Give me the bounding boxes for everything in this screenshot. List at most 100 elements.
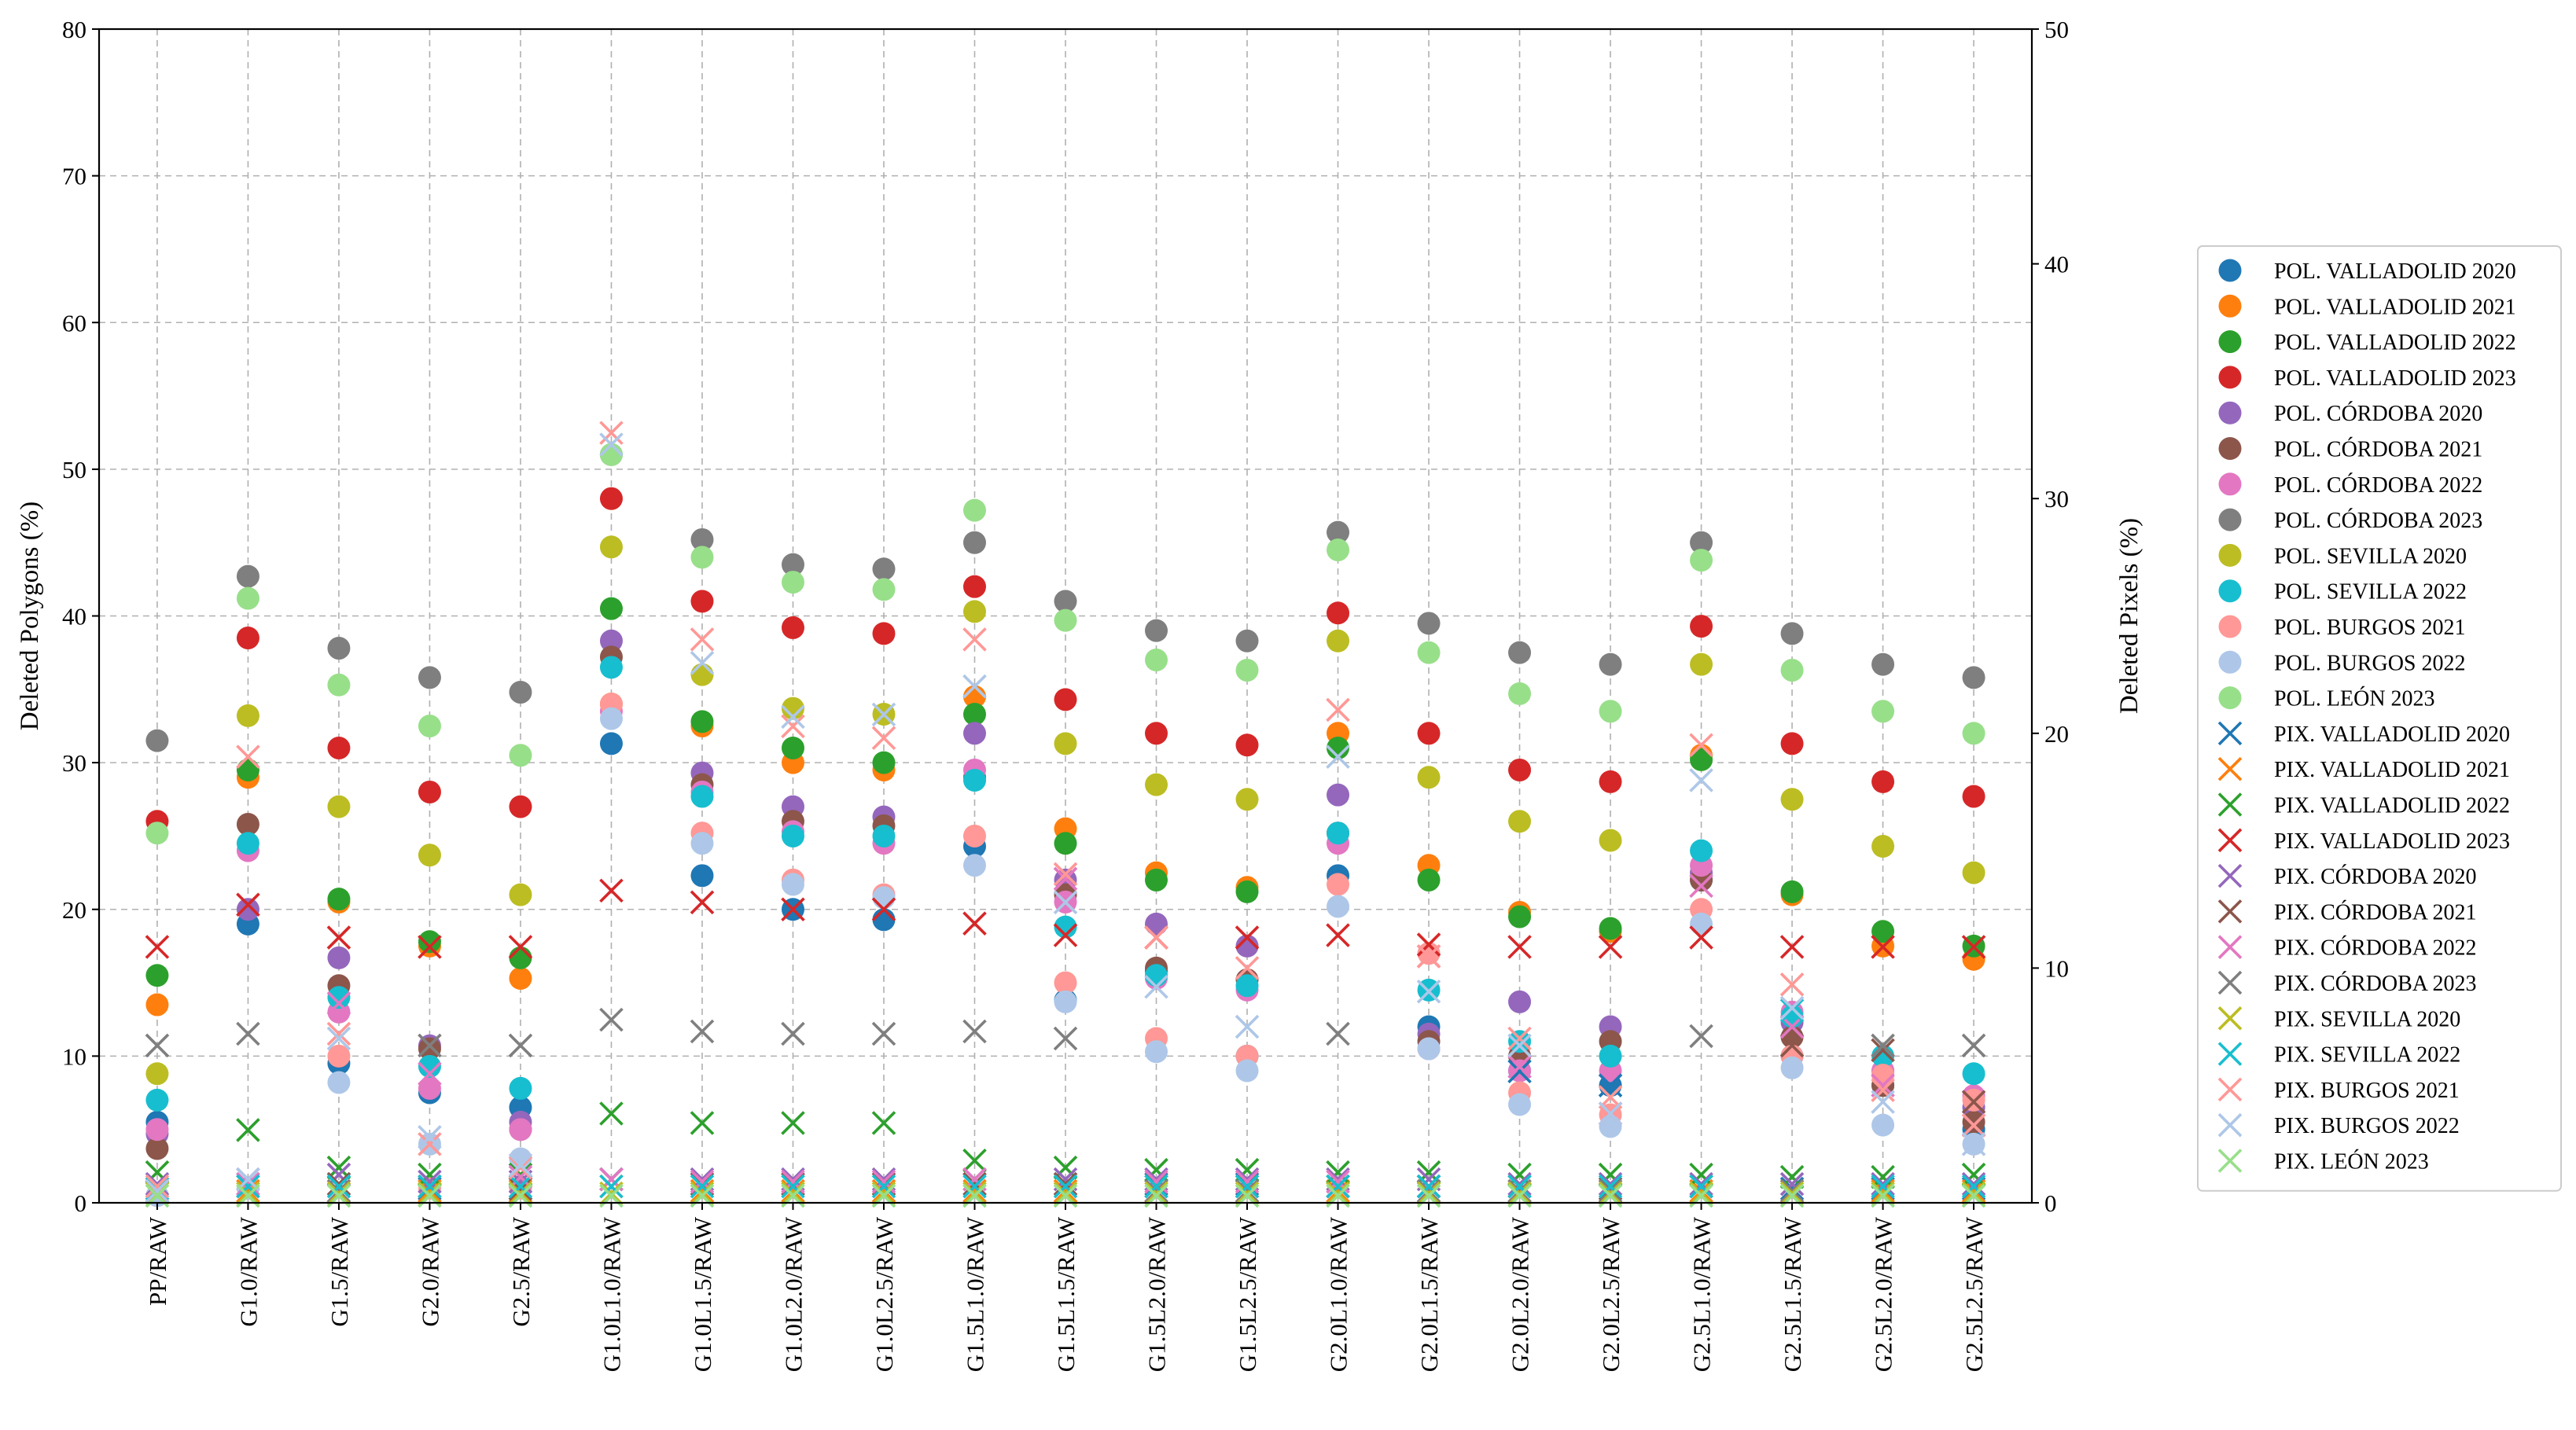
legend-item: POL. CÓRDOBA 2020 <box>2218 401 2482 426</box>
data-point <box>781 616 804 639</box>
data-point <box>781 571 804 594</box>
data-point <box>962 498 986 522</box>
data-point <box>1961 1113 1986 1138</box>
data-point <box>327 946 351 969</box>
legend-label: POL. LEÓN 2023 <box>2274 687 2435 711</box>
legend-marker <box>2218 294 2242 318</box>
data-point <box>1054 832 1077 855</box>
legend-item: PIX. VALLADOLID 2023 <box>2217 828 2510 854</box>
data-point <box>418 1132 442 1156</box>
data-point <box>326 1171 351 1197</box>
data-point <box>1416 944 1441 969</box>
x-tick-label: G2.0L1.0/RAW <box>1325 1216 1352 1372</box>
x-tick-label: G2.0L2.0/RAW <box>1507 1216 1534 1372</box>
legend-label: PIX. SEVILLA 2022 <box>2274 1043 2460 1068</box>
x-tick-label: G2.0L1.5/RAW <box>1415 1216 1443 1372</box>
y-tick-left-label: 80 <box>62 16 86 43</box>
data-point <box>1961 1033 1986 1058</box>
legend-label: PIX. BURGOS 2021 <box>2274 1079 2460 1103</box>
data-point <box>1779 998 1805 1023</box>
data-point <box>690 785 714 808</box>
data-point <box>962 769 986 792</box>
grid-lines <box>99 29 2032 1203</box>
data-point <box>1144 1178 1168 1204</box>
data-point <box>1235 629 1259 653</box>
x-tick-label: G1.5L2.0/RAW <box>1143 1216 1171 1372</box>
data-point <box>1689 1024 1713 1049</box>
y-axis-label-left: Deleted Polygons (%) <box>16 502 44 730</box>
data-point <box>1508 810 1532 833</box>
data-point <box>509 883 532 906</box>
data-point <box>1599 917 1622 940</box>
data-point <box>1507 1178 1532 1204</box>
data-point <box>509 1118 532 1141</box>
series-pol-sevilla-2022 <box>145 656 1985 1112</box>
data-point <box>1689 925 1713 950</box>
data-point <box>872 908 896 932</box>
data-point <box>509 795 532 818</box>
data-point <box>418 780 441 803</box>
data-point <box>145 729 169 752</box>
data-point <box>1235 1181 1260 1206</box>
legend-label: PIX. LEÓN 2023 <box>2274 1150 2429 1175</box>
data-point <box>962 627 987 652</box>
data-point <box>599 629 623 653</box>
legend-marker <box>2217 828 2243 853</box>
legend-marker <box>2217 899 2243 924</box>
data-point <box>690 710 714 733</box>
data-point <box>1690 912 1713 936</box>
data-point <box>418 1174 442 1199</box>
data-point <box>599 487 623 510</box>
data-point <box>1689 768 1713 792</box>
data-point <box>1871 1113 1895 1137</box>
data-point <box>1690 531 1713 554</box>
data-point <box>781 897 805 922</box>
data-point <box>690 590 714 613</box>
y-tick-right-label: 30 <box>2044 485 2069 513</box>
legend-marker <box>2217 935 2243 959</box>
data-point <box>1962 861 1985 884</box>
legend-label: PIX. VALLADOLID 2022 <box>2274 794 2510 818</box>
data-point <box>1417 722 1441 745</box>
data-point <box>236 1171 260 1197</box>
data-point <box>1961 1090 1986 1114</box>
data-point <box>1327 895 1350 918</box>
y-tick-right-label: 0 <box>2044 1189 2057 1217</box>
data-point <box>1507 1174 1532 1199</box>
legend-item: POL. VALLADOLID 2020 <box>2218 259 2516 284</box>
legend-label: POL. VALLADOLID 2021 <box>2274 295 2516 319</box>
legend-marker <box>2217 970 2243 995</box>
data-point <box>326 925 351 950</box>
data-point <box>871 702 896 727</box>
data-point <box>1871 770 1895 793</box>
data-point <box>1779 995 1805 1020</box>
data-point <box>326 1178 351 1204</box>
data-point <box>236 586 259 610</box>
data-point <box>962 1178 987 1204</box>
data-point <box>1054 688 1077 711</box>
data-point <box>1507 1181 1532 1206</box>
data-point <box>1690 549 1713 572</box>
data-point <box>1327 520 1350 544</box>
data-point <box>871 1181 896 1206</box>
legend-marker <box>2217 792 2243 817</box>
data-point <box>1326 697 1350 722</box>
data-point <box>1145 868 1168 891</box>
data-point <box>1507 1171 1532 1197</box>
data-point <box>1689 1181 1713 1206</box>
data-point <box>1416 932 1441 957</box>
legend-marker <box>2218 472 2242 496</box>
data-point <box>781 553 804 576</box>
data-point <box>1145 722 1168 745</box>
data-point <box>418 714 441 737</box>
data-point <box>1871 1174 1895 1199</box>
data-point <box>1417 766 1441 789</box>
data-point <box>418 1061 442 1086</box>
data-point <box>236 1174 260 1199</box>
data-point <box>145 964 169 987</box>
data-point <box>1599 770 1622 793</box>
data-point <box>962 1019 987 1044</box>
data-point <box>872 824 896 847</box>
data-point <box>871 1178 896 1204</box>
data-point <box>1327 601 1350 625</box>
